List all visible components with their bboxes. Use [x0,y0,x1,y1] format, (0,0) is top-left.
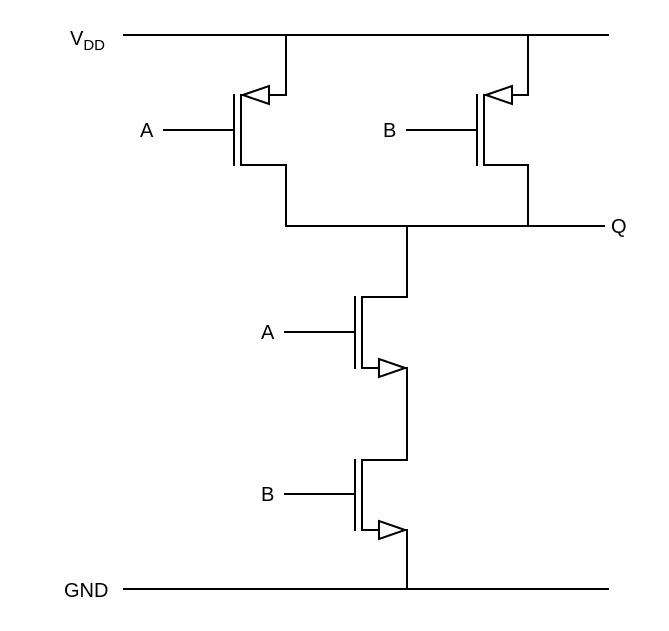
vdd-label-main: V [70,28,84,50]
gnd-label: GND [64,580,108,602]
nmos-b-arrow-icon [378,519,409,541]
nmos-transistor-a [284,225,409,461]
vdd-label: VDD [70,28,105,54]
pmos-b-arrow-icon [482,84,513,106]
output-q-label: Q [611,216,627,238]
pmos-b-gate-label: B [383,120,396,142]
nmos-b-gate-label: B [261,484,274,506]
pmos-transistor-a [163,34,287,227]
nmos-a-arrow-icon [378,357,409,379]
pmos-transistor-b [406,34,529,227]
pmos-a-arrow-icon [239,84,270,106]
pmos-a-gate-label: A [140,120,154,142]
vdd-label-subscript: DD [83,37,105,54]
nmos-a-gate-label: A [261,322,275,344]
nmos-transistor-b [284,459,409,590]
